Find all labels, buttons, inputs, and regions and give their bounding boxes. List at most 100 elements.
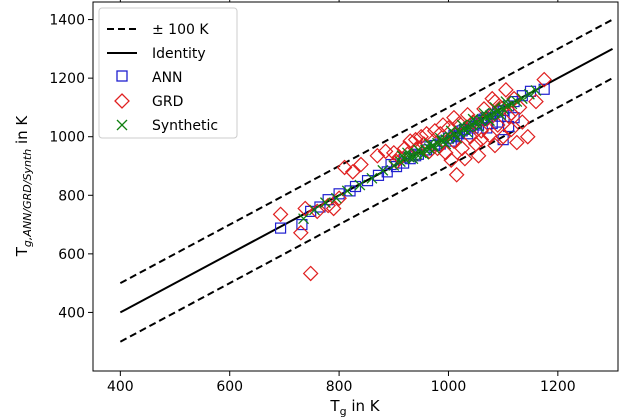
plot-frame (92, 1, 619, 372)
synth-point (418, 148, 430, 160)
legend-band-label: ± 100 K (152, 22, 209, 38)
synth-point (467, 113, 479, 125)
synth-point (484, 115, 495, 127)
grd-point (446, 109, 462, 126)
y-tick-label: 1400 (49, 13, 85, 29)
x-tick-label: 600 (216, 379, 243, 395)
grd-point (481, 127, 498, 144)
synth-point (516, 93, 528, 105)
synth-point (412, 144, 424, 156)
grd-point (437, 144, 454, 161)
legend-grd-swatch (114, 93, 130, 109)
grd-point (511, 99, 528, 116)
synth-point (500, 96, 512, 108)
y-axis-label-main: T (13, 246, 31, 257)
grd-point (448, 166, 465, 183)
synth-point (366, 172, 378, 184)
band-line-0 (119, 18, 614, 285)
grd-point (495, 128, 512, 145)
synth-point (440, 138, 452, 150)
synth-point (445, 125, 457, 137)
grd-point (473, 131, 490, 148)
data-points (272, 71, 553, 282)
synth-point (511, 96, 523, 108)
grd-point (353, 156, 369, 173)
x-tick-label: 1000 (431, 379, 467, 395)
x-axis-label-subscript: g (340, 405, 347, 417)
grd-point (487, 93, 503, 110)
grd-point (344, 164, 361, 180)
grd-point (272, 206, 289, 223)
synth-point (473, 121, 485, 132)
grd-point (528, 93, 544, 110)
band-line-1 (119, 77, 614, 343)
grd-point (500, 108, 517, 125)
grd-point (320, 197, 337, 214)
grd-point (435, 117, 451, 133)
synth-point (319, 197, 331, 209)
synth-point (388, 159, 400, 171)
grd-point (292, 224, 309, 241)
ann-point (497, 134, 509, 146)
y-axis-label-suffix: in K (13, 115, 31, 149)
grd-point (503, 105, 520, 122)
synth-point (489, 101, 501, 113)
synth-point (354, 179, 366, 191)
grd-point (336, 159, 353, 176)
y-axis: 400 600 800 1000 1200 1400 (49, 13, 93, 321)
synth-point (478, 107, 490, 119)
synth-point (423, 138, 435, 150)
y-tick-label: 1000 (49, 130, 85, 146)
y-axis-label: Tg,ANN/GRD/Synth in K (13, 115, 34, 258)
grd-point (503, 121, 520, 138)
grd-point (519, 128, 536, 145)
synth-point (330, 192, 342, 204)
synth-point (377, 164, 389, 176)
synth-point (396, 150, 408, 162)
x-axis-label-suffix: in K (347, 397, 381, 415)
synth-point (298, 213, 310, 225)
legend: ± 100 K Identity ANN GRD Synthetic (98, 7, 238, 139)
synth-point (407, 153, 419, 165)
legend-ann-swatch (116, 70, 128, 82)
x-axis: 400 600 800 1000 1200 (107, 0, 576, 395)
y-tick-label: 600 (58, 247, 85, 263)
legend-identity-label: Identity (152, 46, 206, 62)
ann-point (274, 222, 287, 234)
synth-point (429, 142, 441, 154)
grd-point (454, 140, 470, 157)
grd-point (443, 152, 460, 168)
grd-point (457, 150, 473, 167)
legend-synth-swatch (116, 119, 128, 131)
grd-point (489, 117, 506, 133)
synth-point (494, 109, 506, 121)
synth-point (530, 84, 542, 96)
grd-point (309, 203, 326, 220)
y-tick-label: 400 (58, 305, 85, 321)
x-tick-label: 800 (326, 379, 353, 395)
legend-grd-label: GRD (152, 94, 183, 110)
legend-ann-label: ANN (152, 70, 183, 86)
x-tick-label: 400 (107, 379, 134, 395)
grd-point (536, 71, 553, 88)
synth-point (456, 119, 468, 131)
synth-point (341, 185, 353, 197)
grd-point (514, 114, 531, 130)
grd-point (302, 265, 319, 282)
grd-point (487, 137, 503, 154)
synth-point (451, 132, 463, 144)
y-tick-label: 1200 (49, 71, 85, 87)
grd-point (465, 114, 481, 130)
y-tick-label: 800 (58, 188, 85, 204)
grd-point (508, 134, 525, 151)
x-axis-label-main: T (329, 397, 340, 415)
grd-point (470, 147, 487, 164)
legend-box (98, 7, 238, 139)
grd-point (402, 133, 419, 149)
synth-point (523, 88, 535, 100)
ann-point (538, 83, 550, 95)
grd-point (498, 82, 514, 98)
grd-point (459, 106, 476, 123)
y-axis-label-subscript: g,ANN/GRD/Synth (21, 149, 34, 247)
